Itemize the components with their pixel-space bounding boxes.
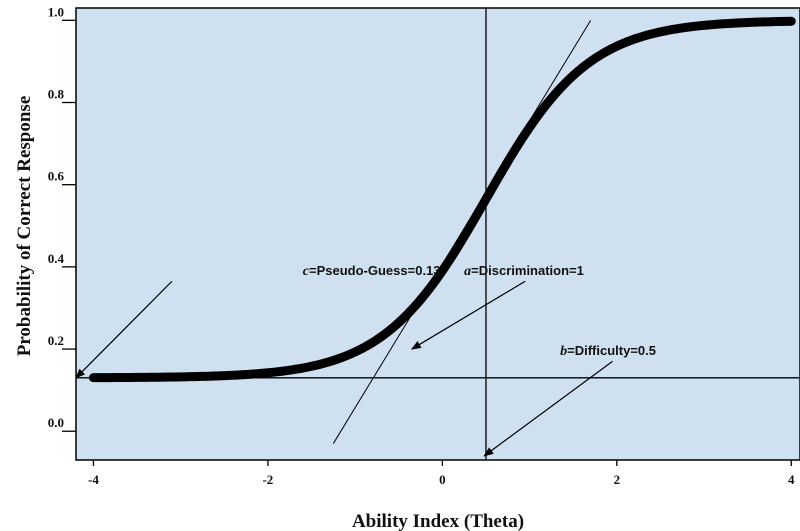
y-tick-label: 0.8 (48, 87, 65, 102)
y-tick-label: 0.4 (48, 251, 65, 266)
x-axis-title: Ability Index (Theta) (352, 511, 524, 531)
x-tick-label: 4 (788, 472, 795, 487)
y-tick-label: 0.0 (48, 415, 64, 430)
x-tick-label: -4 (88, 472, 99, 487)
y-axis-title: Probability of Correct Response (14, 96, 35, 357)
annotation-label: b=Difficulty=0.5 (560, 343, 656, 359)
axis-ticks: -4 -2 0 2 4 0.0 0.2 0.4 0.6 0.8 1.0 (48, 4, 795, 487)
x-tick-label: 0 (439, 472, 446, 487)
y-tick-label: 1.0 (48, 4, 64, 19)
annotation-arrow (483, 360, 613, 457)
y-tick-label: 0.2 (48, 333, 64, 348)
curve-layer (88, 16, 796, 383)
plot-background (75, 7, 800, 461)
y-tick-label: 0.6 (48, 169, 65, 184)
annotation-label: c=Pseudo-Guess=0.13 (303, 263, 441, 279)
annotations: c=Pseudo-Guess=0.13 a=Discrimination=1 b=D… (75, 263, 656, 457)
icc-curve (88, 16, 796, 383)
x-tick-label: -2 (262, 472, 273, 487)
annotation-arrow (410, 280, 526, 350)
annotation-label: a=Discrimination=1 (464, 263, 584, 279)
x-tick-label: 2 (614, 472, 621, 487)
annotation-arrow (75, 280, 173, 379)
